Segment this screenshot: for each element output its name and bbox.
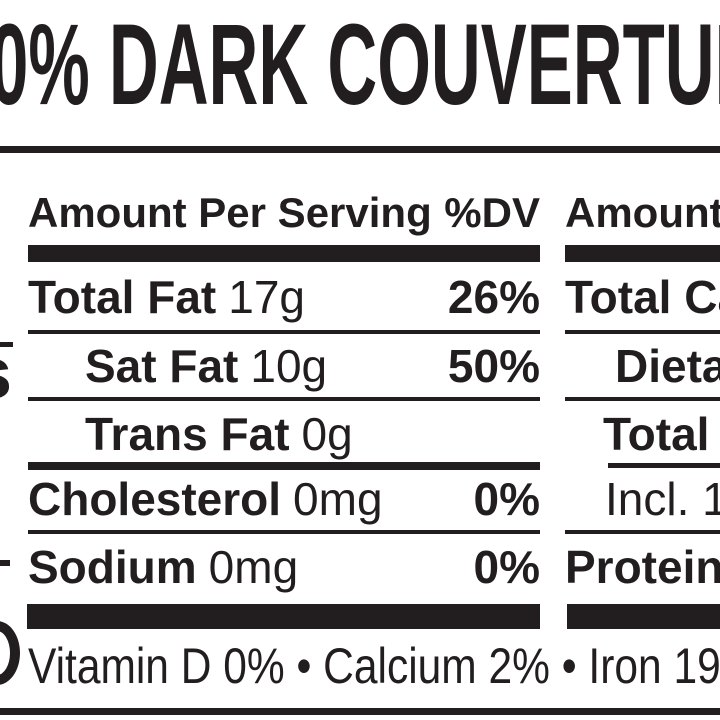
divider [565,330,720,334]
divider [28,397,540,401]
cropped-rule-fragment [0,560,10,566]
divider [28,330,540,334]
row-trans-fat: Trans Fat 0g [85,411,353,457]
dv-cholesterol: 0% [473,473,540,525]
nutrient-amount: 0mg [208,541,299,593]
nutrient-name: Total Fat [28,271,217,323]
top-divider [0,146,720,153]
vitamins-line: Vitamin D 0% • Calcium 2% • Iron 19 [28,638,720,694]
row-dietary-fiber: Dietar [615,340,720,392]
left-column-header: Amount Per Serving [28,189,432,236]
bottom-divider [0,708,720,715]
dv-total-fat: 26% [447,271,540,323]
divider [565,397,720,401]
row-cholesterol: Cholesterol 0mg [28,476,383,522]
right-column-header: Amount [565,189,720,236]
row-protein: Protein [565,541,720,593]
nutrient-name: Sat Fat [85,340,239,392]
divider [28,530,540,534]
nutrient-name: Sodium [28,541,197,593]
row-total-sugars: Total [603,408,710,460]
row-sat-fat: Sat Fat 10g [85,343,327,389]
nutrient-amount: 10g [250,340,328,392]
left-dv-header: %DV [444,189,540,236]
nutrient-amount: 0g [301,408,353,460]
dv-sat-fat: 50% [447,340,540,392]
indented-divider [608,463,720,468]
nutrient-amount: 17g [228,271,305,323]
left-header-bar [28,245,540,262]
cropped-letter-fragment: s [0,338,9,402]
cropped-rule-fragment [0,342,13,347]
right-header-bar [565,245,720,262]
product-title: 0% DARK COUVERTUR [0,1,720,129]
divider [565,530,720,534]
row-sodium: Sodium 0mg [28,544,298,590]
row-added-sugars: Incl. 12 [605,473,720,525]
medium-divider [28,462,540,470]
cropped-zero-fragment [0,621,20,685]
row-total-fat: Total Fat 17g [28,274,305,320]
left-bottom-bar [27,604,540,629]
right-bottom-bar [567,604,720,629]
dv-sodium: 0% [473,541,540,593]
nutrient-amount: 0mg [293,473,383,525]
nutrient-name: Cholesterol [28,473,282,525]
nutrient-name: Trans Fat [85,408,290,460]
row-total-carb: Total Ca [565,271,720,323]
partial-letter: s [0,338,9,402]
